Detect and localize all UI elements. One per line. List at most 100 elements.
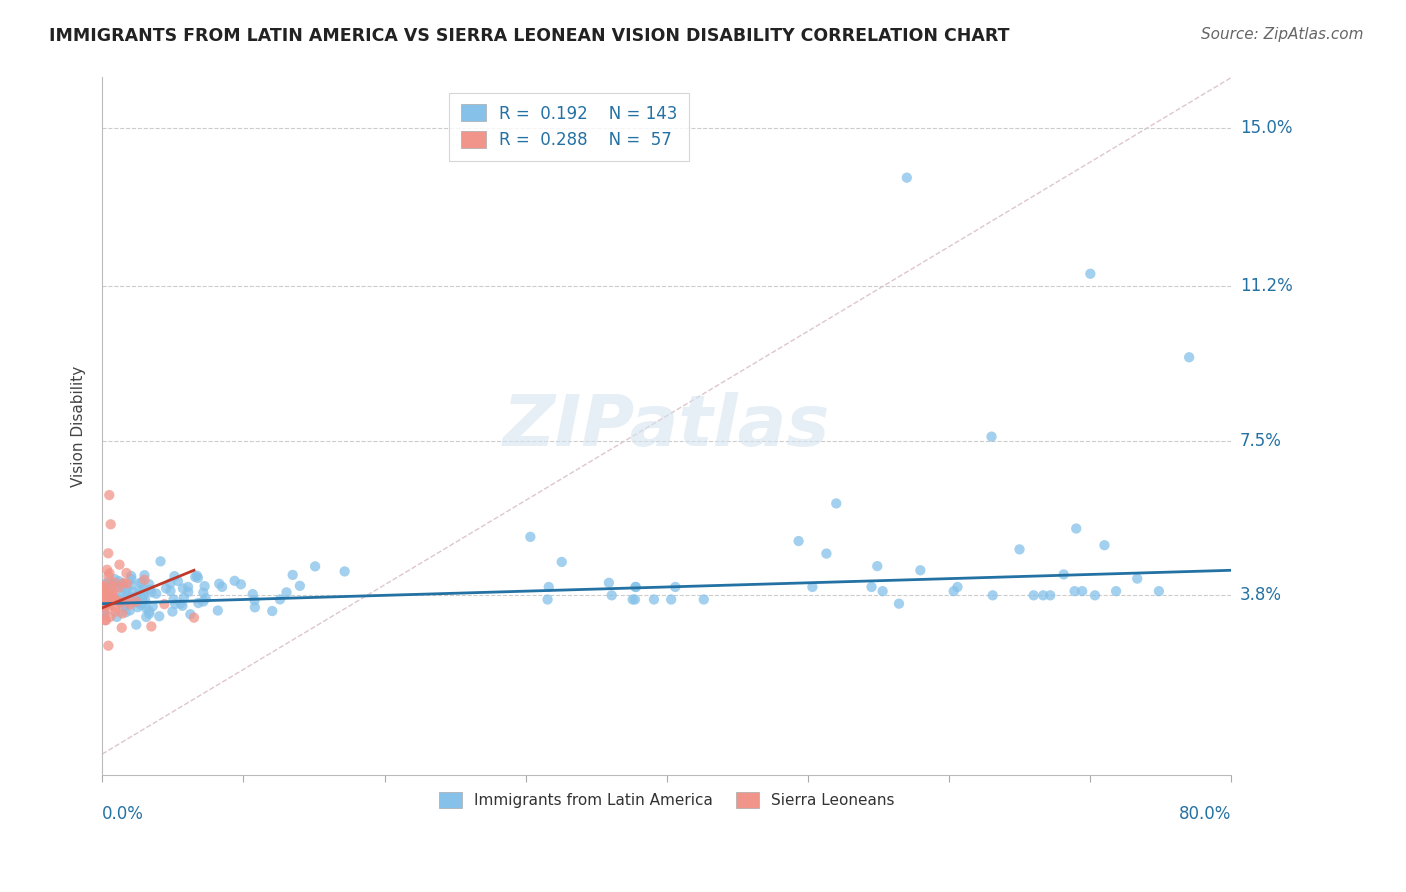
Point	[537, 580, 560, 594]
Point	[107, 591, 129, 605]
Point	[111, 621, 134, 635]
Point	[104, 600, 127, 615]
Text: IMMIGRANTS FROM LATIN AMERICA VS SIERRA LEONEAN VISION DISABILITY CORRELATION CH: IMMIGRANTS FROM LATIN AMERICA VS SIERRA …	[49, 27, 1010, 45]
Point	[112, 600, 135, 615]
Text: 7.5%: 7.5%	[1240, 432, 1282, 450]
Point	[107, 581, 129, 595]
Text: ZIPatlas: ZIPatlas	[503, 392, 831, 460]
Point	[141, 619, 163, 633]
Point	[129, 583, 152, 598]
Point	[787, 534, 810, 549]
Point	[910, 563, 932, 577]
Point	[162, 605, 184, 619]
Point	[93, 585, 115, 599]
Point	[155, 582, 177, 596]
Point	[93, 599, 115, 614]
Point	[243, 600, 266, 615]
Point	[149, 554, 172, 568]
Point	[129, 576, 152, 591]
Point	[93, 582, 115, 597]
Point	[1178, 351, 1201, 365]
Point	[132, 594, 155, 608]
Point	[621, 592, 644, 607]
Point	[1126, 572, 1149, 586]
Point	[125, 594, 148, 608]
Point	[98, 588, 121, 602]
Point	[148, 609, 170, 624]
Point	[598, 575, 620, 590]
Point	[159, 583, 181, 598]
Point	[103, 575, 125, 590]
Point	[97, 569, 120, 583]
Point	[93, 592, 115, 607]
Point	[1008, 542, 1031, 557]
Point	[94, 613, 117, 627]
Point	[100, 579, 122, 593]
Point	[194, 579, 217, 593]
Point	[125, 594, 148, 608]
Point	[98, 566, 121, 581]
Point	[801, 580, 824, 594]
Point	[98, 488, 121, 502]
Point	[1071, 584, 1094, 599]
Point	[131, 575, 153, 590]
Point	[281, 568, 304, 582]
Point	[108, 558, 131, 572]
Point	[115, 587, 138, 601]
Text: 11.2%: 11.2%	[1240, 277, 1292, 295]
Point	[1147, 584, 1170, 599]
Point	[97, 588, 120, 602]
Point	[93, 578, 115, 592]
Point	[872, 584, 894, 599]
Point	[100, 591, 122, 606]
Point	[170, 597, 193, 611]
Text: 0.0%: 0.0%	[103, 805, 143, 823]
Point	[177, 585, 200, 599]
Point	[288, 579, 311, 593]
Point	[866, 559, 889, 574]
Point	[132, 588, 155, 602]
Point	[162, 592, 184, 607]
Point	[121, 572, 143, 586]
Point	[101, 592, 124, 607]
Point	[121, 578, 143, 592]
Point	[111, 590, 134, 604]
Point	[105, 610, 128, 624]
Y-axis label: Vision Disability: Vision Disability	[72, 366, 86, 487]
Point	[134, 573, 156, 587]
Point	[118, 595, 141, 609]
Point	[946, 580, 969, 594]
Point	[125, 617, 148, 632]
Point	[96, 563, 118, 577]
Point	[93, 582, 115, 596]
Point	[177, 580, 200, 594]
Point	[624, 580, 647, 594]
Point	[243, 593, 266, 607]
Point	[1064, 521, 1087, 535]
Point	[108, 595, 131, 609]
Point	[96, 591, 118, 605]
Point	[207, 603, 229, 617]
Point	[194, 591, 217, 606]
Point	[187, 596, 209, 610]
Text: Source: ZipAtlas.com: Source: ZipAtlas.com	[1201, 27, 1364, 42]
Text: 3.8%: 3.8%	[1240, 586, 1282, 605]
Point	[100, 591, 122, 605]
Point	[1022, 588, 1045, 602]
Point	[131, 596, 153, 610]
Point	[93, 608, 115, 623]
Point	[664, 580, 686, 594]
Point	[211, 580, 233, 594]
Point	[1094, 538, 1116, 552]
Point	[96, 586, 118, 600]
Point	[981, 588, 1004, 602]
Point	[187, 571, 209, 585]
Point	[100, 587, 122, 601]
Point	[167, 574, 190, 588]
Point	[134, 593, 156, 607]
Point	[98, 599, 121, 613]
Text: 80.0%: 80.0%	[1180, 805, 1232, 823]
Point	[96, 575, 118, 590]
Point	[104, 593, 127, 607]
Point	[519, 530, 541, 544]
